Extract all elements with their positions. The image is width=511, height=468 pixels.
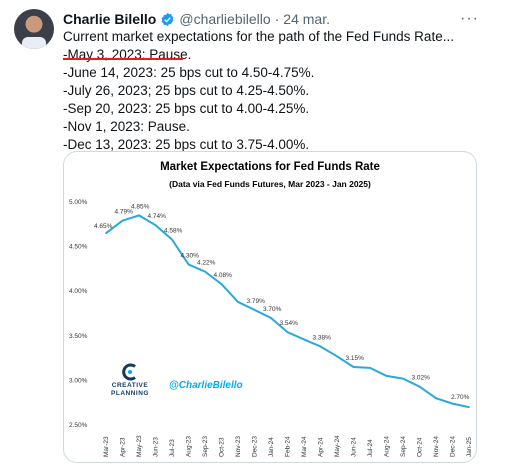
data-label: 4.74% [148, 213, 167, 220]
x-tick-label: Apr-23 [120, 437, 127, 457]
x-tick-label: Nov-23 [235, 436, 242, 457]
x-tick-label: Oct-23 [219, 437, 226, 457]
x-tick-label: Apr-24 [318, 437, 325, 457]
data-point [352, 366, 355, 368]
data-point [237, 301, 239, 303]
line-chart: 5.00% 4.50% 4.00% 3.50% 3.00% 2.50% Mar-23 Apr-… [69, 199, 473, 457]
data-point [303, 338, 305, 341]
logo-text-creative: CREATIVE [111, 382, 149, 389]
data-label: 3.79% [247, 298, 266, 305]
creative-planning-logo-mark [120, 362, 140, 382]
x-tick-label: May-23 [136, 435, 143, 457]
tweet-line: -May 3, 2023: Pause. [63, 47, 192, 62]
data-point [435, 397, 437, 400]
data-point [253, 309, 256, 311]
x-tick-label: Dec-23 [252, 436, 259, 457]
data-label: 4.22% [197, 260, 216, 267]
y-tick-label: 4.00% [69, 288, 88, 295]
data-point [336, 355, 338, 358]
x-tick-label: Jan-24 [268, 437, 275, 457]
chart-subtitle: (Data via Fed Funds Futures, Mar 2023 - … [169, 179, 371, 189]
data-label: 3.70% [263, 306, 282, 313]
verified-badge-icon [161, 12, 174, 26]
data-point [270, 317, 272, 319]
data-point [220, 283, 223, 285]
y-tick-label: 3.00% [69, 377, 88, 384]
avatar[interactable] [14, 9, 54, 49]
data-point [187, 263, 190, 266]
x-tick-label: Jun-23 [153, 437, 160, 457]
y-tick-label: 2.50% [69, 422, 88, 429]
data-label: 2.70% [451, 394, 470, 401]
tweet-line: Current market expectations for the path… [63, 29, 454, 44]
tweet-date[interactable]: 24 mar. [283, 11, 330, 27]
x-tick-label: Jul-23 [169, 439, 176, 457]
x-tick-label: Nov-24 [433, 436, 440, 457]
data-point [385, 375, 388, 377]
data-point [451, 402, 454, 405]
x-tick-label: May-24 [334, 435, 341, 457]
data-point [418, 385, 421, 388]
x-tick-label: Mar-23 [103, 436, 110, 457]
tweet-text: Current market expectations for the path… [63, 28, 454, 154]
tweet-line: -July 26, 2023; 25 bps cut to 4.25-4.50%… [63, 83, 310, 98]
y-tick-label: 4.50% [69, 244, 88, 251]
data-point [171, 238, 173, 241]
x-tick-label: Jul-24 [367, 439, 374, 457]
data-label: 3.38% [313, 335, 332, 342]
data-point [138, 214, 140, 217]
data-point [154, 224, 157, 226]
red-underline-annotation [63, 58, 183, 60]
data-label: 4.08% [214, 272, 233, 279]
watermark-handle: @CharlieBilello [169, 380, 243, 391]
x-tick-label: Oct-24 [417, 437, 424, 457]
tweet-line: -June 14, 2023: 25 bps cut to 4.50-4.75%… [63, 65, 315, 80]
data-point [468, 406, 470, 408]
data-point [286, 331, 289, 334]
avatar-shirt [22, 37, 46, 49]
data-point [204, 270, 206, 273]
author-handle[interactable]: @charliebilello [179, 11, 271, 27]
separator-dot: · [274, 11, 280, 27]
author-name[interactable]: Charlie Bilello [63, 11, 157, 27]
x-tick-label: Aug-24 [384, 436, 391, 457]
tweet-line: -Sep 20, 2023: 25 bps cut to 4.00-4.25%. [63, 101, 310, 116]
x-tick-label: Sep-24 [400, 436, 407, 457]
data-label: 4.79% [115, 209, 134, 216]
logo-c-icon [122, 363, 136, 381]
y-tick-label: 3.50% [69, 333, 88, 340]
x-tick-label: Jun-24 [351, 437, 358, 457]
data-point [402, 377, 404, 380]
tweet-header: Charlie Bilello @charliebilello · 24 mar… [63, 9, 330, 29]
data-label: 3.02% [412, 375, 431, 382]
data-label: 4.58% [164, 227, 183, 234]
x-tick-label: Dec-24 [450, 436, 457, 457]
x-tick-label: Mar-24 [301, 436, 308, 457]
data-label: 4.85% [131, 203, 150, 210]
data-label: 4.65% [94, 223, 113, 230]
tweet-line: -Dec 13, 2023: 25 bps cut to 3.75-4.00%. [63, 137, 310, 152]
x-tick-label: Sep-23 [202, 436, 209, 457]
data-point [105, 232, 107, 235]
data-point [369, 367, 371, 369]
chart-card[interactable]: Market Expectations for Fed Funds Rate (… [63, 151, 477, 463]
logo-text-planning: PLANNING [111, 390, 149, 397]
data-label: 4.30% [181, 252, 200, 259]
data-point [319, 345, 322, 348]
x-tick-label: Jan-25 [466, 437, 473, 457]
data-point [121, 219, 124, 222]
chart-title: Market Expectations for Fed Funds Rate [160, 161, 380, 173]
data-label: 3.15% [346, 355, 365, 362]
y-tick-label: 5.00% [69, 199, 88, 206]
more-options-icon[interactable]: ··· [460, 10, 479, 27]
tweet-line: -Nov 1, 2023: Pause. [63, 119, 190, 134]
x-tick-label: Aug-23 [186, 436, 193, 457]
data-label: 3.54% [280, 320, 299, 327]
x-tick-label: Feb-24 [285, 436, 292, 457]
creative-planning-logo: CREATIVE PLANNING [100, 362, 160, 398]
